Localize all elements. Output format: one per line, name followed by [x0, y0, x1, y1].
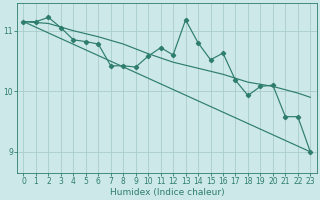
X-axis label: Humidex (Indice chaleur): Humidex (Indice chaleur) [109, 188, 224, 197]
